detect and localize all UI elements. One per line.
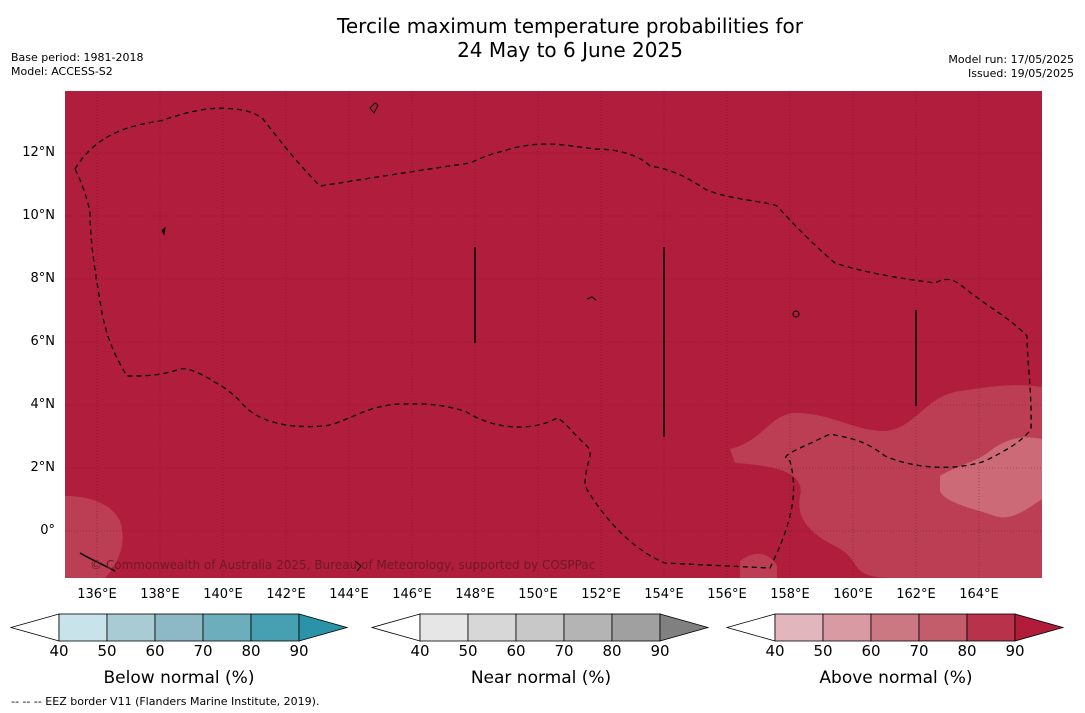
cb-below-tick-60: 60	[145, 642, 165, 660]
cb-near-tick-80: 80	[602, 642, 622, 660]
lon-tick-138e: 138°E	[140, 587, 180, 602]
map	[65, 91, 1042, 578]
cb-below-tick-40: 40	[49, 642, 69, 660]
colorbar-segment	[774, 613, 824, 642]
lat-tick-12n: 12°N	[22, 145, 55, 160]
cb-above-tick-60: 60	[861, 642, 881, 660]
map-title: Tercile maximum temperature probabilitie…	[0, 14, 1085, 62]
colorbar-segment	[563, 613, 613, 642]
colorbar-segment	[106, 613, 156, 642]
model-name: Model: ACCESS-S2	[11, 65, 113, 78]
lat-tick-10n: 10°N	[22, 208, 55, 223]
colorbar-segment	[611, 613, 661, 642]
lightest-region-east	[940, 437, 1042, 518]
vertical-marks	[474, 247, 917, 437]
colorbar-near-label: Near normal (%)	[470, 668, 612, 688]
lon-tick-156e: 156°E	[707, 587, 747, 602]
cb-above-tick-90: 90	[1005, 642, 1025, 660]
colorbar-segment	[918, 613, 968, 642]
lon-tick-152e: 152°E	[581, 587, 621, 602]
issued-date: Issued: 19/05/2025	[967, 67, 1074, 80]
base-period: Base period: 1981-2018	[11, 51, 144, 64]
graticule	[65, 91, 1042, 578]
lighter-region-east	[730, 385, 1042, 578]
colorbar-segment	[966, 613, 1016, 642]
lon-tick-146e: 146°E	[392, 587, 432, 602]
model-run: Model run: 17/05/2025	[948, 53, 1074, 66]
lon-tick-164e: 164°E	[959, 587, 999, 602]
islands	[79, 102, 800, 572]
title-line-1: Tercile maximum temperature probabilitie…	[337, 14, 803, 38]
colorbar-segment	[202, 613, 252, 642]
colorbar-segment	[515, 613, 565, 642]
cb-below-tick-80: 80	[241, 642, 261, 660]
eez-footnote: -- -- -- EEZ border V11 (Flanders Marine…	[11, 695, 320, 708]
colorbar-right-triangle	[298, 613, 349, 642]
cb-below-tick-90: 90	[289, 642, 309, 660]
cb-below-tick-70: 70	[193, 642, 213, 660]
lat-tick-0: 0°	[40, 523, 55, 538]
colorbar-segment	[250, 613, 300, 642]
cb-above-tick-40: 40	[765, 642, 785, 660]
colorbar-below	[10, 613, 349, 642]
colorbar-right-triangle	[659, 613, 710, 642]
colorbar-near	[371, 613, 710, 642]
colorbar-segment	[154, 613, 204, 642]
colorbar-segment	[822, 613, 872, 642]
colorbar-segment	[467, 613, 517, 642]
cb-near-tick-70: 70	[554, 642, 574, 660]
lon-tick-160e: 160°E	[833, 587, 873, 602]
title-line-2: 24 May to 6 June 2025	[457, 38, 683, 62]
lon-tick-162e: 162°E	[896, 587, 936, 602]
meta-left: Base period: 1981-2018 Model: ACCESS-S2	[11, 51, 143, 79]
meta-right: Model run: 17/05/2025 Issued: 19/05/2025	[948, 53, 1074, 81]
cb-near-tick-60: 60	[506, 642, 526, 660]
colorbar-left-triangle	[371, 613, 421, 642]
lighter-region-west	[65, 496, 123, 578]
lon-tick-154e: 154°E	[644, 587, 684, 602]
copyright-text: © Commonwealth of Australia 2025, Bureau…	[90, 558, 596, 572]
lat-tick-4n: 4°N	[30, 397, 56, 412]
eez-border	[74, 107, 1032, 569]
cb-near-tick-40: 40	[410, 642, 430, 660]
lighter-region-south	[740, 553, 777, 578]
colorbar-right-triangle	[1014, 613, 1065, 642]
lon-tick-136e: 136°E	[77, 587, 117, 602]
cb-below-tick-50: 50	[97, 642, 117, 660]
lon-tick-150e: 150°E	[518, 587, 558, 602]
cb-above-tick-70: 70	[909, 642, 929, 660]
colorbar-above-label: Above normal (%)	[819, 668, 973, 688]
cb-near-tick-90: 90	[650, 642, 670, 660]
colorbar-left-triangle	[10, 613, 60, 642]
colorbar-below-label: Below normal (%)	[103, 668, 255, 688]
cb-above-tick-80: 80	[957, 642, 977, 660]
lon-tick-158e: 158°E	[770, 587, 810, 602]
colorbar-segment	[58, 613, 108, 642]
lat-tick-2n: 2°N	[30, 460, 56, 475]
colorbar-segment	[419, 613, 469, 642]
colorbar-left-triangle	[726, 613, 776, 642]
colorbar-segment	[870, 613, 920, 642]
lon-tick-140e: 140°E	[203, 587, 243, 602]
lon-tick-148e: 148°E	[455, 587, 495, 602]
cb-near-tick-50: 50	[458, 642, 478, 660]
lon-tick-142e: 142°E	[266, 587, 306, 602]
lat-tick-8n: 8°N	[30, 271, 56, 286]
lon-tick-144e: 144°E	[329, 587, 369, 602]
lat-tick-6n: 6°N	[30, 334, 56, 349]
cb-above-tick-50: 50	[813, 642, 833, 660]
colorbar-above	[726, 613, 1065, 642]
